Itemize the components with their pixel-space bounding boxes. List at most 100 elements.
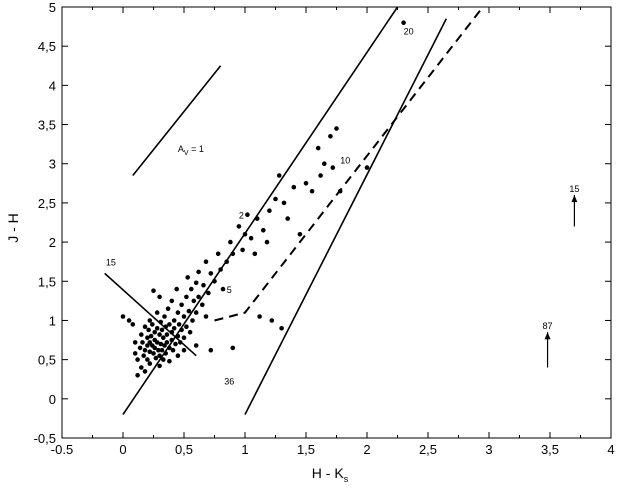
data-point: [147, 361, 153, 366]
y-axis-label: J - H: [5, 213, 21, 243]
data-point: [279, 326, 284, 331]
data-point: [267, 208, 272, 213]
data-point: [169, 337, 175, 343]
data-point: [181, 347, 187, 353]
data-point: [401, 20, 406, 26]
data-point: [152, 345, 157, 351]
y-tick-labels: -0,5 0 0,5 1 1,5 2 2,5 3 3,5 4 4,5 5: [34, 0, 56, 446]
data-point: [189, 286, 194, 292]
data-point: [191, 298, 197, 304]
data-point: [154, 340, 160, 345]
data-point: [126, 318, 132, 323]
y-tick-label: 0,5: [38, 353, 56, 368]
data-point: [184, 324, 189, 330]
data-point: [141, 353, 146, 359]
data-point: [171, 318, 177, 323]
data-point: [190, 318, 195, 323]
data-point: [212, 279, 217, 284]
data-point: [240, 247, 245, 253]
data-point: [230, 251, 236, 257]
data-point: [228, 239, 233, 245]
data-point: [230, 345, 236, 351]
data-point: [173, 341, 178, 347]
data-point: [261, 228, 266, 233]
y-tick-label: 5: [49, 0, 56, 15]
data-label: 2: [239, 211, 244, 221]
data-label: 15: [106, 258, 116, 268]
y-tick-label: 3: [49, 157, 56, 172]
data-point: [196, 294, 201, 300]
data-point: [318, 173, 323, 178]
av-label: AV = 1: [178, 144, 204, 157]
data-point: [193, 343, 199, 348]
y-tick-label: 1,5: [38, 274, 56, 289]
data-point: [120, 314, 126, 319]
data-point: [132, 351, 138, 356]
data-label: 20: [404, 26, 414, 36]
data-point: [364, 165, 370, 170]
data-point: [161, 357, 166, 362]
data-point: [309, 188, 315, 194]
data-point: [159, 347, 165, 353]
solid-line: [244, 18, 448, 415]
y-tick-label: 3,5: [38, 118, 56, 133]
data-point: [224, 259, 229, 265]
y-tick-label: 2,5: [38, 196, 56, 211]
data-point: [186, 308, 192, 314]
data-point: [276, 173, 282, 178]
data-point: [165, 306, 171, 312]
data-point: [218, 267, 223, 272]
data-point: [208, 347, 214, 353]
data-point: [193, 310, 199, 315]
x-tick-labels: -0.5 0 0,5 1 1,5 2 2,5 3 3,5 4: [51, 442, 615, 457]
reference-lines: [104, 6, 484, 415]
arrow-head: [571, 195, 578, 203]
y-tick-label: 4: [49, 78, 56, 93]
data-point: [156, 347, 161, 353]
data-point: [179, 302, 184, 308]
data-point: [152, 329, 157, 335]
data-point: [184, 294, 189, 300]
data-point: [273, 196, 278, 202]
data-point: [139, 365, 144, 370]
data-point: [163, 324, 168, 330]
data-point: [167, 345, 172, 351]
data-point: [145, 343, 150, 348]
data-point: [203, 314, 209, 319]
data-point: [161, 335, 166, 341]
arrow-head: [544, 332, 551, 340]
data-point: [175, 333, 181, 339]
data-point: [130, 322, 136, 327]
data-point: [193, 280, 199, 286]
data-point: [297, 232, 303, 237]
x-tick-label: 3: [485, 442, 492, 457]
data-label: 36: [224, 377, 234, 387]
x-tick-label: 4: [607, 442, 614, 457]
data-point: [162, 314, 167, 319]
data-point: [196, 269, 201, 275]
y-tick-label: 0: [49, 392, 56, 407]
data-point: [157, 332, 162, 337]
data-point: [175, 353, 181, 359]
data-point: [158, 341, 164, 347]
data-point: [142, 369, 148, 374]
data-point: [169, 329, 175, 335]
data-point: [254, 216, 260, 221]
data-point: [135, 357, 140, 362]
data-point: [322, 161, 327, 166]
data-point: [142, 324, 148, 330]
data-point: [159, 327, 165, 333]
data-point: [148, 333, 154, 339]
data-point: [281, 200, 287, 206]
data-point: [135, 373, 140, 378]
data-point: [181, 314, 187, 319]
data-point: [178, 340, 183, 345]
data-point: [220, 286, 226, 292]
data-point: [145, 335, 150, 341]
data-point: [185, 275, 190, 280]
y-tick-label: 4,5: [38, 39, 56, 54]
data-point: [139, 332, 144, 337]
data-label: 10: [340, 156, 350, 166]
x-tick-label: 1: [241, 442, 248, 457]
